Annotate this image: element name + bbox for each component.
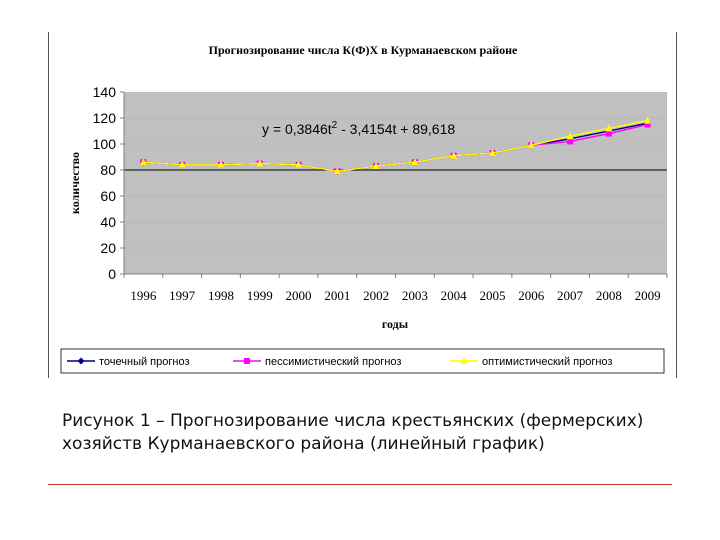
plot-area: [124, 92, 667, 274]
data-point: [605, 130, 612, 137]
x-tick-label: 2001: [324, 288, 350, 303]
y-tick-label: 100: [93, 136, 117, 152]
data-point: [450, 151, 458, 159]
data-point: [605, 124, 613, 132]
x-tick-label: 2000: [286, 288, 312, 303]
y-tick-label: 140: [93, 84, 117, 100]
x-tick-label: 2006: [518, 288, 545, 303]
x-tick-label: 2002: [363, 288, 389, 303]
data-point: [372, 162, 380, 170]
x-axis-label: годы: [382, 317, 409, 331]
x-tick-label: 2009: [635, 288, 661, 303]
legend-marker: [244, 358, 250, 364]
data-point: [139, 158, 147, 166]
data-point: [567, 138, 574, 145]
x-tick-label: 1996: [130, 288, 157, 303]
legend-label: оптимистический прогноз: [482, 356, 612, 368]
data-point: [488, 149, 496, 157]
legend-item: пессимистический прогноз: [233, 356, 401, 368]
data-point: [411, 158, 419, 166]
y-tick-label: 60: [100, 188, 116, 204]
x-tick-label: 1998: [208, 288, 234, 303]
series-lines: [139, 116, 652, 175]
x-tick-label: 2003: [402, 288, 428, 303]
gridlines: [124, 117, 667, 249]
y-tick-label: 20: [100, 240, 116, 256]
chart-frame-right-border: [676, 32, 677, 378]
series-line: [143, 119, 648, 173]
y-tick-label: 0: [108, 266, 116, 282]
data-point: [333, 167, 341, 175]
chart-frame-left-border: [48, 32, 49, 378]
x-tick-labels: 1996 1997 1998 1999 2000 2001 2002 2003 2004 2005…: [130, 288, 660, 303]
legend: точечный прогноз пессимистический прогноз…: [67, 356, 612, 368]
data-point: [527, 141, 535, 149]
chart: Прогнозирование числа К(Ф)Х в Курманаевс…: [60, 43, 668, 374]
legend-marker: [77, 357, 85, 365]
caption-underline: [48, 484, 672, 485]
y-tick-labels: 0 20 40 60 80 100 120 140: [93, 84, 117, 282]
data-point: [178, 160, 186, 168]
legend-label: точечный прогноз: [99, 356, 190, 368]
legend-item: оптимистический прогноз: [450, 356, 612, 368]
data-point: [217, 160, 225, 168]
x-tick-label: 2005: [479, 288, 505, 303]
x-tick-label: 1997: [169, 288, 196, 303]
y-tick-label: 80: [100, 162, 116, 178]
data-point: [644, 121, 651, 128]
legend-box: [60, 348, 665, 374]
x-tick-label: 2004: [441, 288, 468, 303]
legend-marker: [460, 357, 468, 364]
figure-caption: Рисунок 1 – Прогнозирование числа кресть…: [62, 411, 644, 454]
data-point: [566, 132, 574, 140]
data-point: [644, 116, 652, 124]
x-tick-label: 2008: [596, 288, 622, 303]
data-point: [256, 159, 264, 167]
data-point: [295, 160, 303, 168]
legend-label: пессимистический прогноз: [265, 356, 401, 368]
x-tick-label: 1999: [247, 288, 273, 303]
trend-equation: y = 0,3846t2 - 3,4154t + 89,618: [262, 120, 455, 137]
y-axis-label: количество: [68, 152, 82, 214]
x-tick-label: 2007: [557, 288, 584, 303]
legend-item: точечный прогноз: [67, 356, 190, 368]
y-tick-label: 40: [100, 214, 116, 230]
axes: [120, 91, 668, 278]
y-tick-label: 120: [93, 110, 117, 126]
series-3: [139, 116, 652, 175]
chart-title: Прогнозирование числа К(Ф)Х в Курманаевс…: [209, 43, 518, 57]
